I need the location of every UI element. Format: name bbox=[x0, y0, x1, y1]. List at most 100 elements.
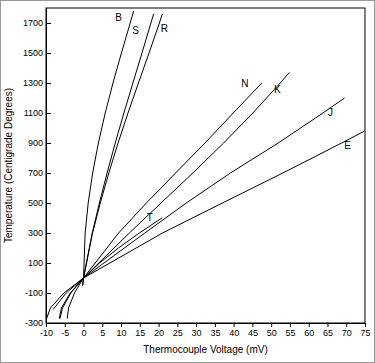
series-line bbox=[83, 14, 154, 286]
series-label: R bbox=[161, 23, 168, 34]
plot: -10-5051015202530354045505560657075-300-… bbox=[23, 8, 371, 338]
tick-label: 300 bbox=[28, 228, 43, 238]
tick-label: 0 bbox=[82, 328, 87, 338]
series-line bbox=[60, 218, 162, 319]
tick-label: 1300 bbox=[23, 78, 43, 88]
series-label: K bbox=[274, 84, 281, 95]
tick-label: 1700 bbox=[23, 18, 43, 28]
tick-label: 50 bbox=[267, 328, 277, 338]
tick: 45 bbox=[248, 323, 258, 338]
series-label: T bbox=[147, 212, 153, 223]
tick-label: -300 bbox=[25, 318, 43, 328]
tick-mark bbox=[46, 323, 51, 324]
tick: -300 bbox=[25, 318, 51, 328]
tick-mark bbox=[234, 323, 235, 327]
axis-line bbox=[47, 323, 366, 324]
series-label: S bbox=[132, 25, 139, 36]
tick-label: 30 bbox=[192, 328, 202, 338]
tick-mark bbox=[140, 323, 141, 327]
tick-label: 60 bbox=[304, 328, 314, 338]
tick: 900 bbox=[28, 138, 51, 148]
tick-mark bbox=[215, 323, 216, 327]
tick-label: 500 bbox=[28, 198, 43, 208]
tick: 65 bbox=[323, 323, 333, 338]
tick: 700 bbox=[28, 168, 51, 178]
lines bbox=[47, 11, 365, 319]
series-label: E bbox=[344, 140, 351, 151]
tick-label: 45 bbox=[248, 328, 258, 338]
tick-mark bbox=[46, 143, 51, 144]
tick-mark bbox=[46, 293, 51, 294]
tick: 55 bbox=[285, 323, 295, 338]
tick: -5 bbox=[61, 323, 69, 338]
tick-mark bbox=[327, 323, 328, 327]
tick: 50 bbox=[267, 323, 277, 338]
tick: 20 bbox=[154, 323, 164, 338]
tick-mark bbox=[65, 323, 66, 327]
series-line bbox=[47, 131, 365, 319]
y-axis-title: Temperature (Centigrade Degrees) bbox=[3, 88, 14, 243]
tick-label: 1500 bbox=[23, 48, 43, 58]
tick-mark bbox=[102, 323, 103, 327]
series-label: B bbox=[115, 12, 122, 23]
tick: 1500 bbox=[23, 48, 51, 58]
tick-mark bbox=[46, 23, 51, 24]
series-line bbox=[53, 98, 344, 310]
x-axis-title: Thermocouple Voltage (mV) bbox=[143, 344, 268, 355]
chart: -10-5051015202530354045505560657075-300-… bbox=[0, 0, 375, 363]
tick: 100 bbox=[28, 258, 51, 268]
tick-mark bbox=[177, 323, 178, 327]
tick-label: 5 bbox=[100, 328, 105, 338]
series-label: J bbox=[328, 107, 333, 118]
tick-label: 15 bbox=[135, 328, 145, 338]
tick: 30 bbox=[192, 323, 202, 338]
tick: 25 bbox=[173, 323, 183, 338]
tick-mark bbox=[196, 323, 197, 327]
tick-mark bbox=[252, 323, 253, 327]
tick-mark bbox=[46, 203, 51, 204]
tick-label: 40 bbox=[229, 328, 239, 338]
tick-label: -100 bbox=[25, 288, 43, 298]
tick-label: 700 bbox=[28, 168, 43, 178]
tick-label: 25 bbox=[173, 328, 183, 338]
series-line bbox=[67, 83, 262, 319]
tick: 10 bbox=[117, 323, 127, 338]
outer-border bbox=[1, 1, 375, 363]
tick: 35 bbox=[210, 323, 220, 338]
series-line bbox=[59, 73, 289, 319]
tick-mark bbox=[46, 83, 51, 84]
tick: 75 bbox=[360, 323, 370, 338]
tick-label: -5 bbox=[61, 328, 69, 338]
tick-label: 75 bbox=[360, 328, 370, 338]
tick: 70 bbox=[342, 323, 352, 338]
tick: 300 bbox=[28, 228, 51, 238]
tick: 5 bbox=[100, 323, 105, 338]
tick-mark bbox=[121, 323, 122, 327]
tick: 40 bbox=[229, 323, 239, 338]
tick-mark bbox=[290, 323, 291, 327]
tick: 15 bbox=[135, 323, 145, 338]
tick-mark bbox=[46, 173, 51, 174]
tick: 0 bbox=[82, 323, 87, 338]
tick-mark bbox=[46, 263, 51, 264]
tick-label: -10 bbox=[40, 328, 53, 338]
tick-label: 65 bbox=[323, 328, 333, 338]
tick: -100 bbox=[25, 288, 51, 298]
tick-mark bbox=[271, 323, 272, 327]
axis-line bbox=[46, 9, 47, 324]
y-axis: -300 -100 100 300 500 700 900 1100 1300 1500 1700 bbox=[23, 9, 51, 329]
tick: 1700 bbox=[23, 18, 51, 28]
tick-label: 10 bbox=[117, 328, 127, 338]
tick-mark bbox=[46, 113, 51, 114]
tick-mark bbox=[46, 233, 51, 234]
tick-label: 900 bbox=[28, 138, 43, 148]
tick: 500 bbox=[28, 198, 51, 208]
tick-mark bbox=[84, 323, 85, 327]
tick: 60 bbox=[304, 323, 314, 338]
plot-frame bbox=[46, 8, 365, 323]
tick-mark bbox=[365, 323, 366, 327]
tick-label: 20 bbox=[154, 328, 164, 338]
tick-mark bbox=[46, 53, 51, 54]
tick-label: 70 bbox=[342, 328, 352, 338]
tick-label: 1100 bbox=[24, 108, 43, 118]
